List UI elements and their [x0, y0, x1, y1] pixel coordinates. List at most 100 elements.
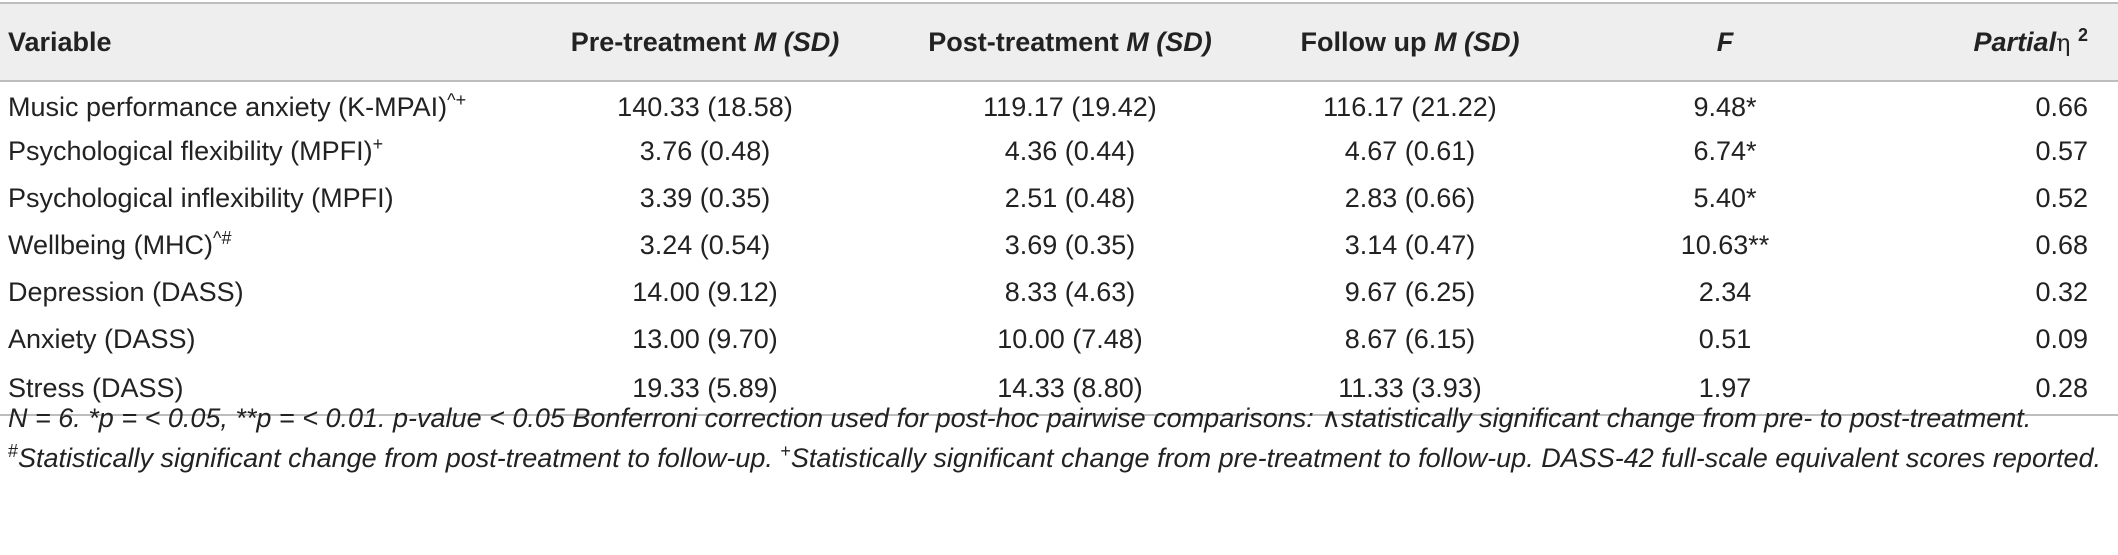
cell-variable-text: Wellbeing (MHC) [8, 230, 214, 260]
cell-post-treatment: 4.36 (0.44) [880, 128, 1260, 175]
cell-follow-up: 4.67 (0.61) [1260, 128, 1560, 175]
cell-follow-up-text: 11.33 (3.93) [1338, 373, 1482, 403]
cell-f-text: 10.63** [1680, 230, 1770, 260]
cell-follow-up-text: 4.67 (0.61) [1344, 136, 1476, 166]
cell-partial-eta-text: 0.52 [2035, 183, 2088, 213]
header-pre-stat: M (SD) [753, 26, 840, 57]
cell-variable: Wellbeing (MHC)^# [0, 222, 530, 269]
cell-post-treatment-text: 10.00 (7.48) [997, 324, 1143, 354]
header-eta-symbol: η [2056, 28, 2071, 57]
header-follow-label: Follow up [1300, 26, 1434, 57]
header-follow-up: Follow up M (SD) [1260, 3, 1560, 81]
cell-follow-up: 2.83 (0.66) [1260, 175, 1560, 222]
cell-pre-treatment: 19.33 (5.89) [530, 363, 880, 415]
cell-partial-eta: 0.52 [1890, 175, 2118, 222]
cell-post-treatment-text: 4.36 (0.44) [1004, 136, 1136, 166]
cell-pre-treatment: 3.39 (0.35) [530, 175, 880, 222]
cell-post-treatment: 10.00 (7.48) [880, 316, 1260, 363]
table-row: Psychological flexibility (MPFI)+ 3.76 (0… [0, 128, 2118, 175]
significance-marks: + [372, 134, 384, 154]
header-pre-label: Pre-treatment [570, 26, 754, 57]
cell-partial-eta-text: 0.09 [2035, 324, 2088, 354]
cell-pre-treatment-text: 3.76 (0.48) [639, 136, 771, 166]
cell-pre-treatment-text: 3.39 (0.35) [639, 183, 771, 213]
cell-follow-up: 8.67 (6.15) [1260, 316, 1560, 363]
cell-follow-up-text: 116.17 (21.22) [1323, 91, 1497, 122]
cell-f-text: 0.51 [1698, 324, 1752, 354]
cell-f: 10.63** [1560, 222, 1890, 269]
cell-post-treatment: 2.51 (0.48) [880, 175, 1260, 222]
cell-variable: Psychological inflexibility (MPFI) [0, 175, 530, 222]
cell-pre-treatment-text: 3.24 (0.54) [639, 230, 771, 260]
cell-pre-treatment-text: 140.33 (18.58) [617, 91, 793, 122]
cell-pre-treatment: 140.33 (18.58) [530, 81, 880, 128]
footnote-part3: Statistically significant change from pr… [790, 443, 2101, 473]
cell-follow-up-text: 9.67 (6.25) [1344, 277, 1476, 307]
cell-variable-text: Depression (DASS) [8, 277, 244, 307]
cell-partial-eta: 0.57 [1890, 128, 2118, 175]
cell-follow-up: 3.14 (0.47) [1260, 222, 1560, 269]
cell-partial-eta-text: 0.28 [2035, 373, 2088, 403]
cell-post-treatment-text: 8.33 (4.63) [1004, 277, 1136, 307]
cell-partial-eta-text: 0.66 [2035, 91, 2088, 122]
table-row: Wellbeing (MHC)^# 3.24 (0.54) 3.69 (0.35) 3… [0, 222, 2118, 269]
header-row: Variable Pre-treatment M (SD) Post-treat… [0, 3, 2118, 81]
cell-variable: Music performance anxiety (K-MPAI)^+ [0, 81, 530, 128]
header-post-label: Post-treatment [928, 26, 1127, 57]
cell-f-text: 1.97 [1698, 373, 1752, 403]
table-row: Stress (DASS) 19.33 (5.89) 14.33 (8.80) 11.… [0, 363, 2118, 415]
cell-post-treatment-text: 14.33 (8.80) [997, 373, 1143, 403]
header-eta-sup: 2 [2077, 24, 2088, 45]
cell-post-treatment-text: 119.17 (19.42) [983, 91, 1157, 122]
cell-pre-treatment: 13.00 (9.70) [530, 316, 880, 363]
header-post-stat: M (SD) [1126, 26, 1212, 57]
cell-follow-up: 9.67 (6.25) [1260, 269, 1560, 316]
cell-post-treatment-text: 2.51 (0.48) [1004, 183, 1136, 213]
cell-pre-treatment: 14.00 (9.12) [530, 269, 880, 316]
table-row: Depression (DASS) 14.00 (9.12) 8.33 (4.63)… [0, 269, 2118, 316]
cell-f: 6.74* [1560, 128, 1890, 175]
cell-follow-up: 116.17 (21.22) [1260, 81, 1560, 128]
cell-pre-treatment: 3.76 (0.48) [530, 128, 880, 175]
cell-variable-text: Anxiety (DASS) [8, 324, 196, 354]
cell-post-treatment: 119.17 (19.42) [880, 81, 1260, 128]
cell-f-text: 2.34 [1698, 277, 1752, 307]
cell-f: 1.97 [1560, 363, 1890, 415]
footnote-hash-mark: # [8, 441, 19, 461]
cell-pre-treatment-text: 14.00 (9.12) [632, 277, 778, 307]
cell-f-text: 5.40* [1693, 183, 1757, 213]
results-table: Variable Pre-treatment M (SD) Post-treat… [0, 2, 2118, 416]
header-f-label: F [1716, 26, 1734, 57]
cell-partial-eta-text: 0.68 [2035, 230, 2088, 260]
table-row: Anxiety (DASS) 13.00 (9.70) 10.00 (7.48) 8.… [0, 316, 2118, 363]
table-row: Psychological inflexibility (MPFI) 3.39 (… [0, 175, 2118, 222]
cell-follow-up-text: 2.83 (0.66) [1344, 183, 1476, 213]
cell-variable-text: Music performance anxiety (K-MPAI) [8, 91, 448, 122]
cell-variable: Anxiety (DASS) [0, 316, 530, 363]
table-footnote: N = 6. *p = < 0.05, **p = < 0.01. p-valu… [8, 398, 2108, 478]
cell-partial-eta: 0.28 [1890, 363, 2118, 415]
header-partial-eta: Partialη 2 [1890, 3, 2118, 81]
table-row: Music performance anxiety (K-MPAI)^+ 140.… [0, 81, 2118, 128]
cell-variable-text: Psychological inflexibility (MPFI) [8, 183, 394, 213]
cell-f: 2.34 [1560, 269, 1890, 316]
cell-pre-treatment-text: 19.33 (5.89) [632, 373, 778, 403]
significance-marks: ^+ [447, 89, 467, 110]
header-follow-stat: M (SD) [1434, 26, 1520, 57]
cell-pre-treatment: 3.24 (0.54) [530, 222, 880, 269]
header-post-treatment: Post-treatment M (SD) [880, 3, 1260, 81]
cell-pre-treatment-text: 13.00 (9.70) [632, 324, 778, 354]
cell-variable-text: Psychological flexibility (MPFI) [8, 136, 373, 166]
cell-post-treatment: 8.33 (4.63) [880, 269, 1260, 316]
cell-f: 9.48* [1560, 81, 1890, 128]
cell-follow-up: 11.33 (3.93) [1260, 363, 1560, 415]
header-eta-prefix: Partial [1973, 26, 2057, 57]
cell-f: 0.51 [1560, 316, 1890, 363]
cell-follow-up-text: 8.67 (6.15) [1344, 324, 1476, 354]
footnote-plus-mark: + [780, 441, 791, 461]
cell-variable: Depression (DASS) [0, 269, 530, 316]
cell-partial-eta: 0.09 [1890, 316, 2118, 363]
header-variable: Variable [8, 26, 112, 57]
cell-partial-eta: 0.66 [1890, 81, 2118, 128]
